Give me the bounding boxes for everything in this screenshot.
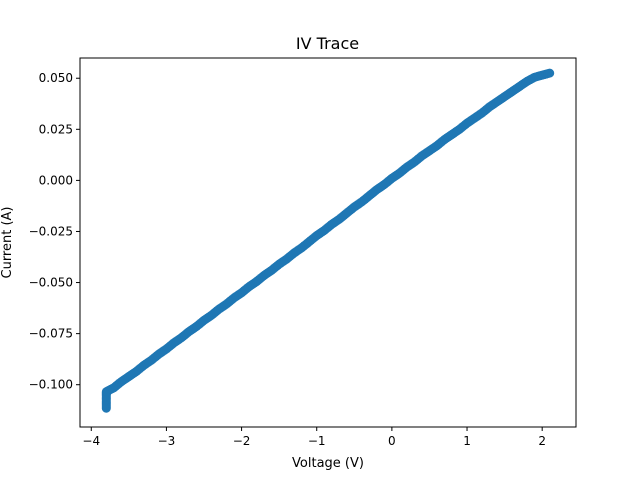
y-tick-label: 0.025 (39, 122, 73, 136)
axes-frame (79, 57, 577, 428)
x-tick-label: −2 (233, 434, 251, 448)
x-tick-label: −3 (158, 434, 176, 448)
y-tick-label: −0.100 (29, 378, 73, 392)
y-tick-label: −0.025 (29, 224, 73, 238)
y-tick-label: 0.050 (39, 71, 73, 85)
x-tick-label: 0 (388, 434, 396, 448)
x-tick-label: −1 (308, 434, 326, 448)
x-axis-label: Voltage (V) (292, 456, 364, 471)
data-point (545, 68, 555, 78)
y-tick-label: −0.050 (29, 276, 73, 290)
y-tick-label: −0.075 (29, 327, 73, 341)
plot-area (101, 68, 555, 413)
y-tick-label: 0.000 (39, 173, 73, 187)
axis-ticks: −4 −3 −2 −1 0 1 2 −0.100 −0.075 −0.050 −0.025 0.000… (29, 71, 546, 448)
chart-title: IV Trace (296, 34, 359, 53)
y-axis-label: Current (A) (0, 207, 15, 279)
x-tick-label: 1 (463, 434, 471, 448)
x-tick-label: 2 (538, 434, 546, 448)
x-tick-label: −4 (82, 434, 100, 448)
